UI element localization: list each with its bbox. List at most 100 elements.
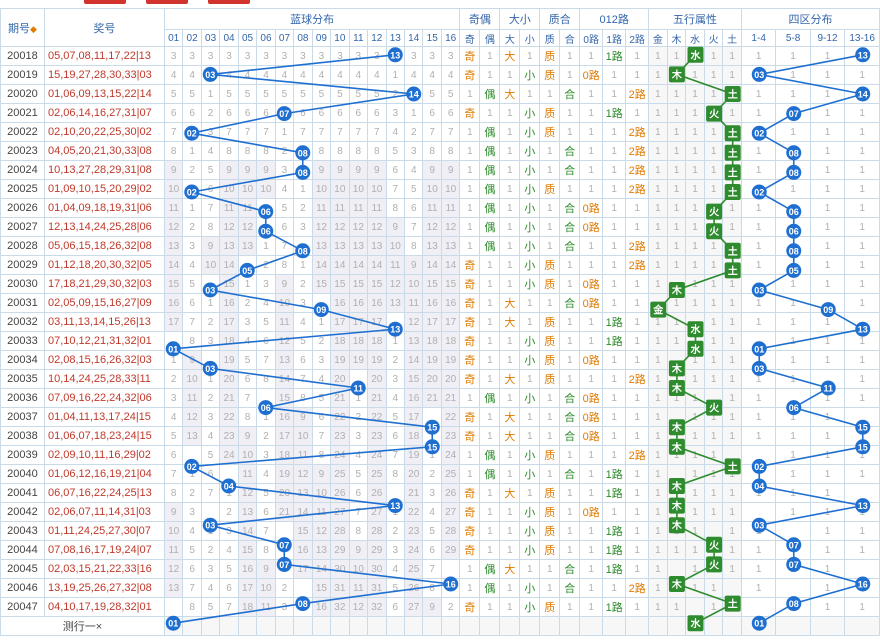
blue-cell: 11: [237, 464, 258, 484]
element-cell: [722, 179, 742, 199]
toolbar-tab[interactable]: [84, 0, 126, 4]
zone-cell: 1: [844, 179, 880, 199]
blue-cell: 19: [403, 445, 424, 465]
blue-cell: 9: [311, 464, 332, 484]
size-cell: 小: [519, 502, 541, 522]
blue-cell: 30: [367, 559, 387, 579]
toolbar-tab[interactable]: [146, 0, 188, 4]
blue-col-header: 01: [163, 29, 184, 47]
prize-numbers: 05,07,08,11,17,22|13: [43, 46, 165, 66]
blue-cell: 14: [311, 255, 332, 275]
table-row: 20040 01,06,12,16,19,21|04 7 1 6 11 4 19 12 9 25 5 2…: [0, 464, 880, 484]
element-cell: 1: [648, 65, 668, 85]
road-cell: 0路: [579, 198, 604, 218]
blue-cell: 11: [367, 198, 387, 218]
blue-cell: 13: [311, 540, 332, 560]
prime-cell: 合: [559, 217, 581, 237]
blue-cell: 7: [348, 502, 369, 522]
size-col-header: 小: [519, 29, 541, 47]
blue-cell: 13: [422, 236, 442, 256]
blue-cell: 28: [367, 521, 387, 541]
road-cell: 1: [579, 141, 604, 161]
element-cell: 1: [648, 388, 668, 408]
element-cell: [666, 483, 687, 503]
blue-cell: 15: [219, 274, 239, 294]
blue-cell: 1: [256, 407, 276, 427]
size-cell: 大: [499, 293, 521, 313]
prize-numbers: 03,11,13,14,15,26|13: [43, 312, 165, 332]
zone-cell: [740, 65, 777, 85]
blue-cell: 5: [385, 407, 406, 427]
blue-cell: 9: [367, 160, 387, 180]
element-cell: 1: [703, 350, 724, 370]
size-cell: 1: [499, 350, 521, 370]
blue-cell: 4: [237, 331, 258, 351]
road-cell: 0路: [579, 502, 604, 522]
prime-cell: 1: [559, 122, 581, 142]
blue-cell: 9: [237, 160, 258, 180]
element-cell: [666, 559, 687, 579]
element-cell: [722, 84, 742, 104]
blue-cell: 2: [163, 369, 184, 389]
column-header-issue[interactable]: 期号◆: [0, 8, 45, 47]
blue-cell: 10: [200, 255, 221, 275]
blue-cell: 23: [403, 521, 424, 541]
sort-icon[interactable]: ◆: [30, 23, 37, 34]
blue-cell: 3: [256, 46, 276, 66]
zone-cell: [775, 578, 811, 598]
blue-cell: 9: [219, 160, 239, 180]
blue-cell: 12: [403, 312, 424, 332]
zone-col-header: 9-12: [809, 29, 846, 47]
road-cell: 0路: [579, 274, 604, 294]
blue-cell: 16: [274, 407, 295, 427]
blue-cell: 10: [237, 179, 258, 199]
blue-cell: 3: [385, 103, 406, 123]
zone-cell: 1: [844, 103, 880, 123]
blue-cell: 5: [403, 179, 424, 199]
blue-cell: 6: [182, 559, 202, 579]
blue-cell: 18: [440, 331, 461, 351]
blue-cell: 15: [237, 540, 258, 560]
blue-cell: 22: [440, 407, 461, 427]
road-cell: 1路: [602, 559, 627, 579]
road-cell: 1: [602, 141, 627, 161]
element-cell: 1: [703, 502, 724, 522]
size-cell: 1: [499, 464, 521, 484]
blue-cell: 20: [274, 483, 295, 503]
prime-cell: 1: [559, 445, 581, 465]
parity-cell: 1: [479, 426, 501, 446]
blue-cell: 6: [200, 464, 221, 484]
element-cell: [703, 103, 724, 123]
blue-cell: [237, 255, 258, 275]
blue-cell: 10: [348, 559, 369, 579]
size-cell: 小: [519, 217, 541, 237]
size-cell: 1: [499, 255, 521, 275]
blue-cell: 7: [182, 312, 202, 332]
element-cell: 1: [648, 160, 668, 180]
road-cell: 1: [602, 160, 627, 180]
parity-cell: 1: [479, 331, 501, 351]
blue-cell: 1: [422, 445, 442, 465]
road-cell: 1: [625, 521, 650, 541]
element-cell: [722, 255, 742, 275]
blue-cell: 5: [219, 559, 239, 579]
road-cell: 1: [579, 122, 604, 142]
element-cell: 1: [648, 312, 668, 332]
element-col-header: 木: [666, 29, 687, 47]
blue-cell: 12: [219, 217, 239, 237]
toolbar-tab[interactable]: [208, 0, 250, 4]
zone-cell: [844, 46, 880, 66]
blue-cell: 7: [422, 122, 442, 142]
blue-cell: 4: [200, 141, 221, 161]
element-cell: 1: [703, 65, 724, 85]
prime-cell: 1: [539, 464, 561, 484]
blue-cell: 1: [200, 521, 221, 541]
element-cell: 1: [685, 388, 705, 408]
blue-cell: 3: [403, 46, 424, 66]
blue-col-header: 11: [348, 29, 369, 47]
footer-cell: [602, 616, 627, 636]
blue-cell: 1: [256, 236, 276, 256]
footer-label[interactable]: 测行一×: [0, 616, 165, 636]
blue-cell: 5: [182, 84, 202, 104]
road-cell: 1: [602, 217, 627, 237]
